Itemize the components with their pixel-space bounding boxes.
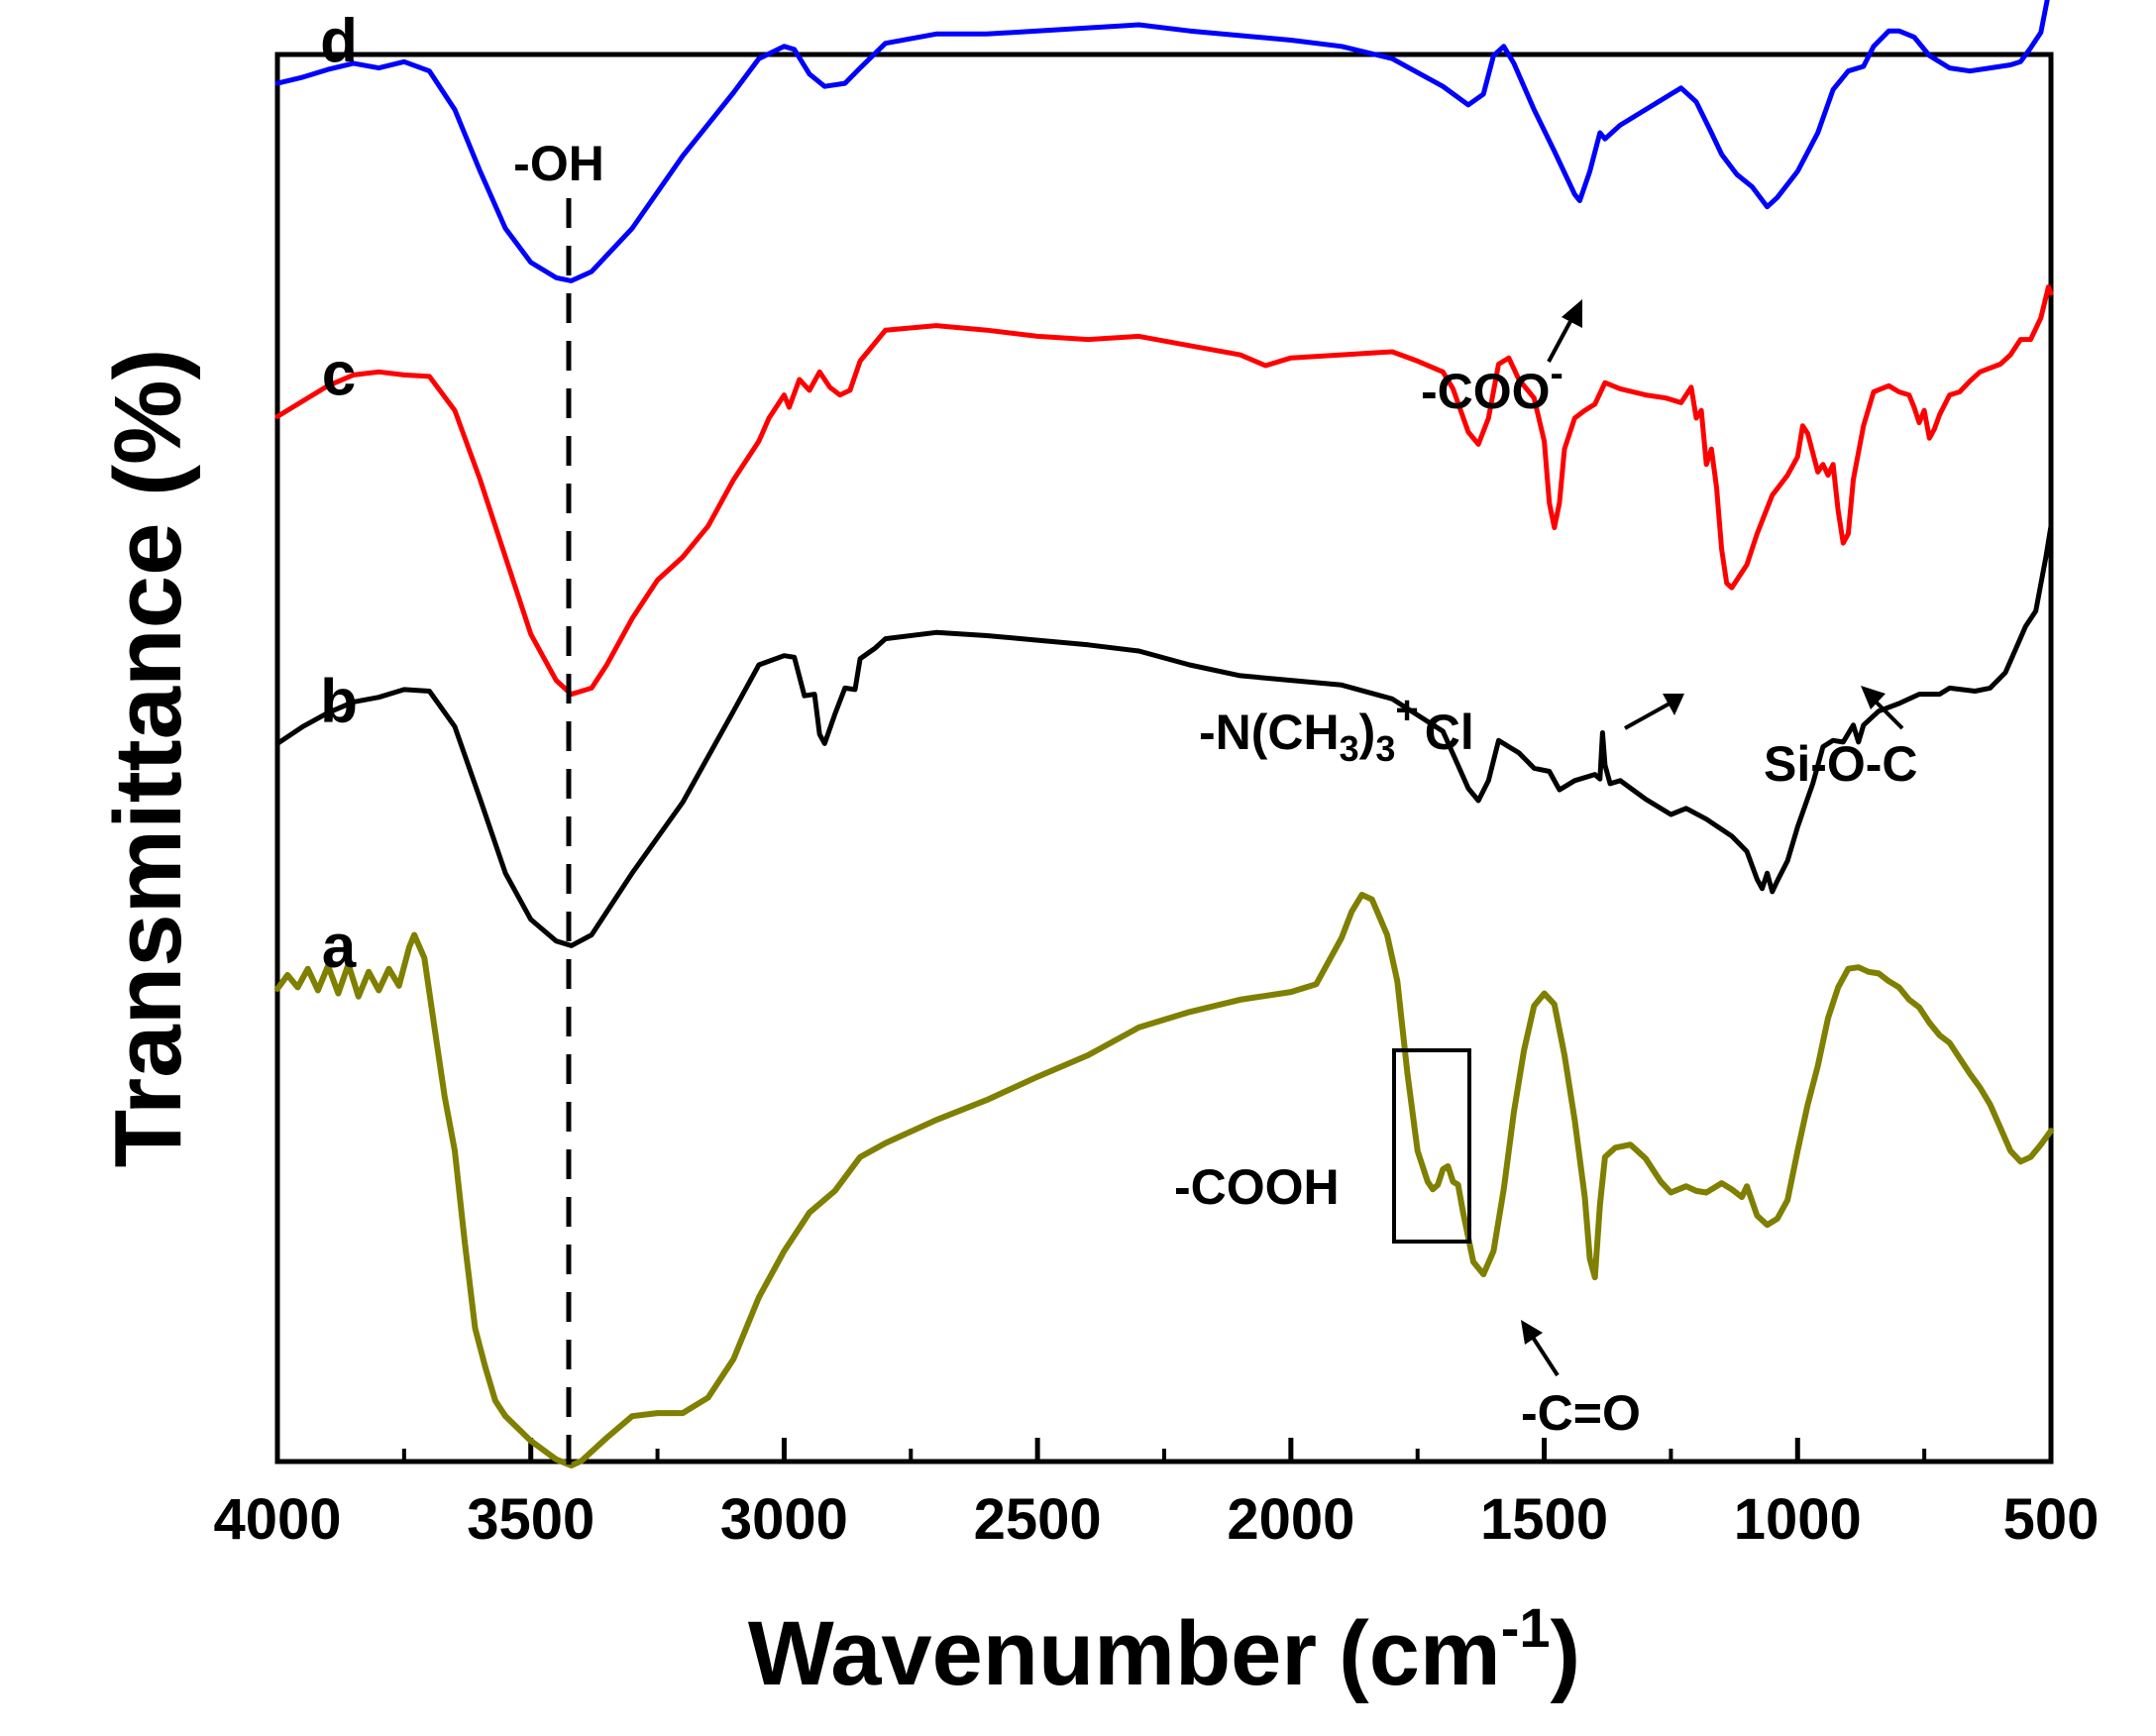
coo-minus-annotation: -COO- xyxy=(1421,352,1563,419)
c-eq-o-arrowhead xyxy=(1521,1320,1543,1345)
x-tick-label-2000: 2000 xyxy=(1227,1487,1354,1552)
coo-minus-text: -COO xyxy=(1421,364,1551,419)
axes: 4000 3500 3000 2500 2000 1500 1000 500 xyxy=(213,52,2099,1552)
series-labels: d c b a xyxy=(320,7,358,981)
ammonium-annotation: -N(CH3)3+ Cl xyxy=(1199,689,1474,769)
ammonium-text-c: Cl xyxy=(1425,705,1474,760)
ammonium-text-b: ) xyxy=(1359,705,1376,760)
x-tick-labels: 4000 3500 3000 2500 2000 1500 1000 500 xyxy=(213,1487,2099,1552)
x-tick-label-3500: 3500 xyxy=(467,1487,594,1552)
ammonium-arrow-line xyxy=(1624,702,1671,730)
x-axis-title-close: ) xyxy=(1551,1603,1581,1704)
x-tick-label-2500: 2500 xyxy=(974,1487,1102,1552)
x-axis-title-exponent: -1 xyxy=(1501,1596,1551,1659)
ammonium-sub-b: 3 xyxy=(1375,728,1395,769)
series-label-d: d xyxy=(320,7,358,75)
si-o-c-arrowhead xyxy=(1861,686,1886,709)
x-tick-label-4000: 4000 xyxy=(213,1487,341,1552)
x-tick-label-1500: 1500 xyxy=(1480,1487,1608,1552)
cooh-annotation: -COOH xyxy=(1174,1159,1340,1215)
x-axis-title: Wavenumber (cm-1) xyxy=(748,1596,1580,1704)
si-o-c-arrow-line xyxy=(1871,697,1904,730)
cooh-highlight-box xyxy=(1392,1048,1471,1244)
y-axis-title: Transmittance (%) xyxy=(95,349,201,1168)
series-line-d xyxy=(274,0,2050,283)
series-label-b: b xyxy=(320,667,358,735)
series-line-c xyxy=(274,284,2054,698)
series-line-b xyxy=(274,523,2054,948)
ammonium-arrowhead xyxy=(1663,694,1684,715)
series-line-a xyxy=(274,892,2054,1468)
series-group xyxy=(274,0,2054,1468)
c-eq-o-annotation: -C=O xyxy=(1521,1385,1641,1441)
x-axis-title-main: Wavenumber xyxy=(748,1603,1317,1704)
coo-minus-arrowhead xyxy=(1562,299,1582,328)
c-eq-o-arrow-line xyxy=(1528,1331,1560,1377)
series-label-a: a xyxy=(322,913,357,981)
x-axis-title-unit: (cm xyxy=(1339,1603,1501,1704)
ammonium-sub-a: 3 xyxy=(1340,728,1359,769)
x-tick-label-500: 500 xyxy=(2003,1487,2100,1552)
ammonium-text-a: -N(CH xyxy=(1199,705,1340,760)
x-tick-label-3000: 3000 xyxy=(720,1487,848,1552)
si-o-c-annotation: Si-O-C xyxy=(1764,736,1918,792)
x-ticks xyxy=(274,1438,2054,1462)
coo-minus-superscript: - xyxy=(1551,352,1563,395)
series-label-c: c xyxy=(322,340,356,408)
x-tick-label-1000: 1000 xyxy=(1734,1487,1862,1552)
ammonium-sup: + xyxy=(1395,689,1418,732)
oh-annotation: -OH xyxy=(513,136,604,191)
